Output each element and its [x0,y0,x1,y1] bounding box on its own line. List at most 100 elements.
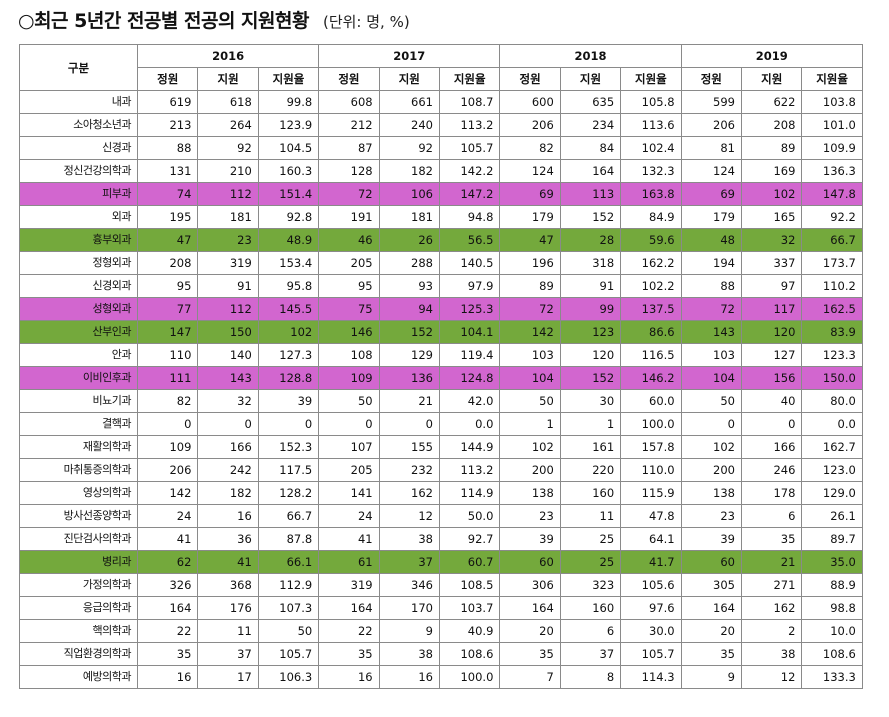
quota-cell: 74 [136,182,199,206]
specialty-name: 비뇨기과 [19,389,138,413]
rate-cell: 10.0 [801,619,863,643]
page-title: ○최근 5년간 전공별 전공의 지원현황 [18,10,309,32]
table-row: 응급의학과 164 176 107.3 164 170 103.7 164 160 97.6 164… [19,596,863,620]
rate-cell: 42.0 [438,389,501,413]
applicants-cell: 11 [197,619,259,643]
applicants-cell: 92 [378,136,440,160]
quota-cell: 102 [499,435,561,459]
applicants-cell: 271 [740,573,803,597]
applicants-cell: 12 [378,504,440,528]
rate-cell: 147.8 [801,182,863,206]
quota-cell: 608 [318,90,380,114]
applicants-cell: 32 [197,389,259,413]
rate-cell: 123.3 [801,343,863,367]
applicants-cell: 6 [740,504,803,528]
quota-cell: 77 [136,297,199,321]
rate-cell: 102.2 [620,274,682,298]
table-row: 산부인과 147 150 102 146 152 104.1 142 123 86.6 143 120… [19,320,863,344]
applicants-cell: 0 [378,412,440,436]
rate-cell: 0 [257,412,320,436]
rate-cell: 145.5 [257,297,320,321]
applicants-cell: 91 [559,274,622,298]
applicants-cell: 264 [197,113,259,137]
rate-cell: 66.7 [257,504,320,528]
specialty-name: 방사선종양학과 [19,504,138,528]
quota-cell: 0 [680,412,743,436]
quota-cell: 39 [499,527,561,551]
quota-cell: 35 [136,642,199,666]
applicants-cell: 161 [559,435,622,459]
table-row: 성형외과 77 112 145.5 75 94 125.3 72 99 137.5 72 117 162… [19,297,863,321]
header-quota: 정원 [136,67,199,91]
applicants-cell: 635 [559,90,622,114]
specialty-name: 외과 [19,205,138,229]
title-bar: ○최근 5년간 전공별 전공의 지원현황 (단위: 명, %) [18,6,410,36]
applicants-cell: 178 [740,481,803,505]
specialty-name: 내과 [19,90,138,114]
applicants-cell: 21 [740,550,803,574]
quota-cell: 212 [318,113,380,137]
table-row: 병리과 62 41 66.1 61 37 60.7 60 25 41.7 60 21 35.0 [19,550,863,574]
rate-cell: 160.3 [257,159,320,183]
quota-cell: 24 [136,504,199,528]
applicants-cell: 38 [378,642,440,666]
header-row-years: 구분 2016 2017 2018 2019 [19,44,863,91]
quota-cell: 208 [136,251,199,275]
table-row: 진단검사의학과 41 36 87.8 41 38 92.7 39 25 64.1 39 35 89.7 [19,527,863,551]
rate-cell: 30.0 [620,619,682,643]
quota-cell: 191 [318,205,380,229]
rate-cell: 152.3 [257,435,320,459]
applicants-cell: 6 [559,619,622,643]
quota-cell: 95 [318,274,380,298]
rate-cell: 113.6 [620,113,682,137]
quota-cell: 619 [136,90,199,114]
applicants-cell: 106 [378,182,440,206]
quota-cell: 108 [318,343,380,367]
quota-cell: 35 [499,642,561,666]
rate-cell: 41.7 [620,550,682,574]
quota-cell: 164 [136,596,199,620]
applicants-cell: 162 [740,596,803,620]
rate-cell: 117.5 [257,458,320,482]
rate-cell: 103.7 [438,596,501,620]
quota-cell: 205 [318,458,380,482]
table-row: 피부과 74 112 151.4 72 106 147.2 69 113 163.8 69 102 14… [19,182,863,206]
rate-cell: 151.4 [257,182,320,206]
rate-cell: 105.7 [438,136,501,160]
rate-cell: 162.2 [620,251,682,275]
applicants-cell: 182 [378,159,440,183]
specialty-name: 산부인과 [19,320,138,344]
quota-cell: 35 [680,642,743,666]
quota-cell: 141 [318,481,380,505]
header-row-sub: 정원 지원 지원율 정원 지원 지원율 정원 지원 지원율 정원 지원 지원율 [20,67,863,91]
quota-cell: 111 [136,366,199,390]
table-row: 내과 619 618 99.8 608 661 108.7 600 635 105.8 599 622… [19,90,863,114]
applicants-cell: 150 [197,320,259,344]
specialty-name: 재활의학과 [19,435,138,459]
applicants-cell: 94 [378,297,440,321]
rate-cell: 40.9 [438,619,501,643]
quota-cell: 61 [318,550,380,574]
rate-cell: 59.6 [620,228,682,252]
applicants-cell: 37 [559,642,622,666]
quota-cell: 147 [136,320,199,344]
rate-cell: 103.8 [801,90,863,114]
quota-cell: 47 [499,228,561,252]
quota-cell: 16 [136,665,199,689]
applicants-cell: 129 [378,343,440,367]
rate-cell: 113.2 [438,458,501,482]
quota-cell: 89 [499,274,561,298]
applicants-cell: 166 [197,435,259,459]
applicants-cell: 25 [559,550,622,574]
quota-cell: 194 [680,251,743,275]
applicant-status-table: 구분 2016 2017 2018 2019 정원 지원 지원율 정원 지원 지… [19,44,863,689]
quota-cell: 107 [318,435,380,459]
rate-cell: 92.8 [257,205,320,229]
quota-cell: 0 [136,412,199,436]
table-row: 가정의학과 326 368 112.9 319 346 108.5 306 323 105.6 30… [19,573,863,597]
quota-cell: 326 [136,573,199,597]
quota-cell: 110 [136,343,199,367]
quota-cell: 72 [318,182,380,206]
rate-cell: 142.2 [438,159,501,183]
quota-cell: 142 [499,320,561,344]
